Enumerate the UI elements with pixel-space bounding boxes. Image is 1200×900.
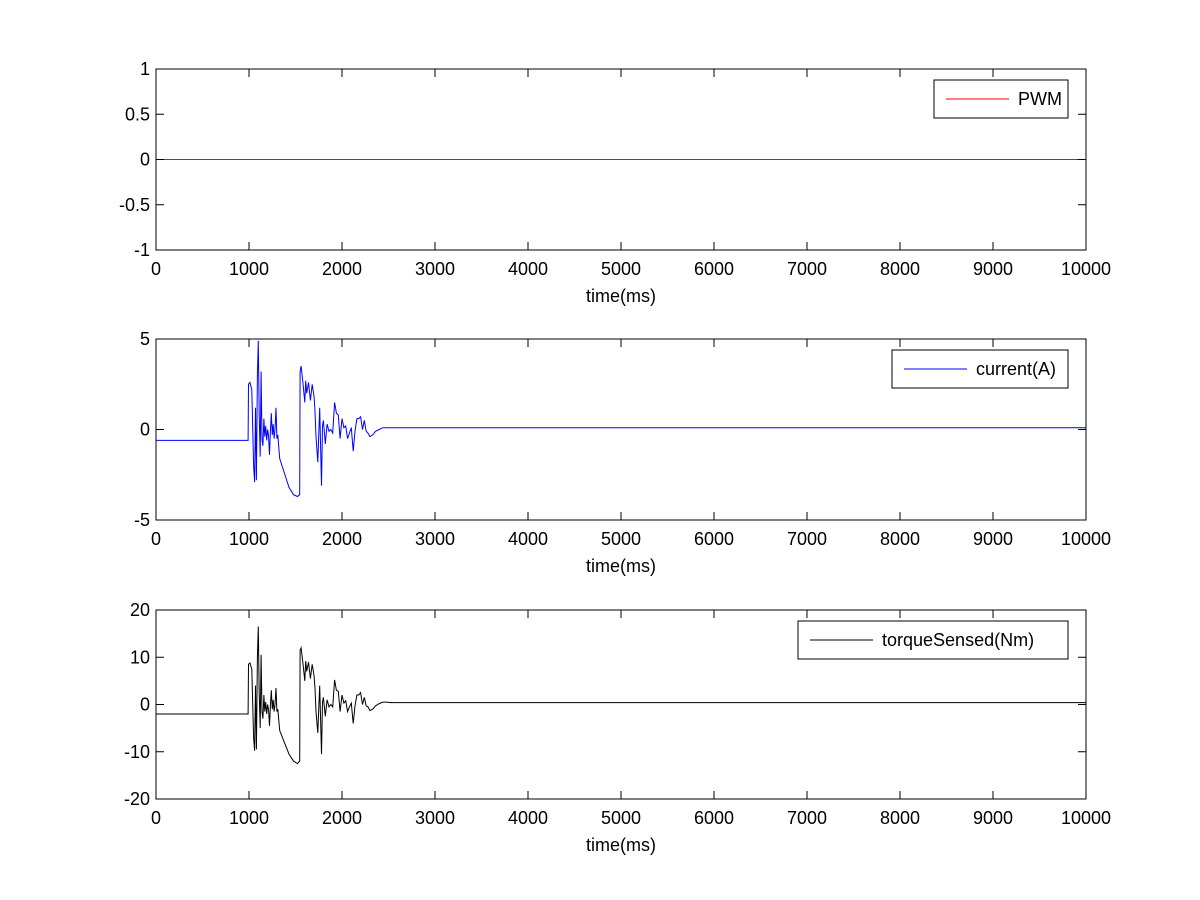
x-tick-label: 8000	[880, 808, 920, 828]
legend: current(A)	[891, 349, 1069, 389]
x-tick-label: 4000	[508, 529, 548, 549]
legend-label: current(A)	[976, 359, 1056, 379]
x-tick-label: 3000	[415, 259, 455, 279]
x-axis-label: time(ms)	[586, 835, 656, 855]
y-tick-label: 20	[130, 600, 150, 620]
legend: PWM	[933, 79, 1069, 119]
legend-label: PWM	[1018, 89, 1062, 109]
y-tick-label: -20	[124, 789, 150, 809]
subplots: 0 1000 2000 3000 4000 5000 6000 7000 8000 9000 100…	[119, 59, 1111, 855]
x-axis-label: time(ms)	[586, 556, 656, 576]
y-tick-label: 0	[140, 420, 150, 440]
x-tick-label: 9000	[973, 808, 1013, 828]
subplot-3: 0 1000 2000 3000 4000 5000 6000 7000 8000 9000 100…	[124, 600, 1111, 855]
x-tick-label: 2000	[322, 529, 362, 549]
x-tick-label: 6000	[694, 529, 734, 549]
x-tick-label: 10000	[1061, 808, 1111, 828]
legend: torqueSensed(Nm)	[797, 620, 1069, 660]
x-tick-label: 9000	[973, 529, 1013, 549]
x-tick-label: 7000	[787, 529, 827, 549]
subplot-1: 0 1000 2000 3000 4000 5000 6000 7000 8000 9000 100…	[119, 59, 1111, 306]
x-tick-label: 10000	[1061, 529, 1111, 549]
x-tick-label: 1000	[229, 259, 269, 279]
y-tick-label: 5	[140, 329, 150, 349]
x-tick-label: 1000	[229, 808, 269, 828]
y-tick-label: -5	[134, 510, 150, 530]
x-tick-label: 4000	[508, 808, 548, 828]
x-tick-label: 7000	[787, 259, 827, 279]
x-tick-label: 0	[151, 808, 161, 828]
y-tick-label: -10	[124, 742, 150, 762]
x-tick-label: 8000	[880, 529, 920, 549]
x-tick-label: 3000	[415, 529, 455, 549]
x-tick-label: 10000	[1061, 259, 1111, 279]
x-tick-label: 9000	[973, 259, 1013, 279]
series-line-1	[156, 626, 1086, 765]
y-tick-label: 0	[140, 150, 150, 170]
x-tick-label: 3000	[415, 808, 455, 828]
x-tick-label: 1000	[229, 529, 269, 549]
x-tick-label: 5000	[601, 808, 641, 828]
x-tick-label: 4000	[508, 259, 548, 279]
x-tick-label: 2000	[322, 259, 362, 279]
legend-label: torqueSensed(Nm)	[882, 630, 1034, 650]
subplot-2: 0 1000 2000 3000 4000 5000 6000 7000 8000 9000 100…	[134, 329, 1111, 576]
y-tick-label: -1	[134, 240, 150, 260]
x-tick-label: 0	[151, 529, 161, 549]
x-tick-label: 5000	[601, 259, 641, 279]
series-line-1	[156, 340, 1086, 498]
x-tick-label: 0	[151, 259, 161, 279]
y-tick-label: 10	[130, 647, 150, 667]
y-tick-label: -0.5	[119, 195, 150, 215]
x-tick-label: 2000	[322, 808, 362, 828]
y-tick-label: 1	[140, 59, 150, 79]
x-tick-label: 6000	[694, 808, 734, 828]
y-tick-label: 0	[140, 695, 150, 715]
x-axis-label: time(ms)	[586, 286, 656, 306]
x-tick-label: 6000	[694, 259, 734, 279]
x-tick-label: 8000	[880, 259, 920, 279]
y-tick-label: 0.5	[125, 104, 150, 124]
x-tick-label: 7000	[787, 808, 827, 828]
x-tick-label: 5000	[601, 529, 641, 549]
